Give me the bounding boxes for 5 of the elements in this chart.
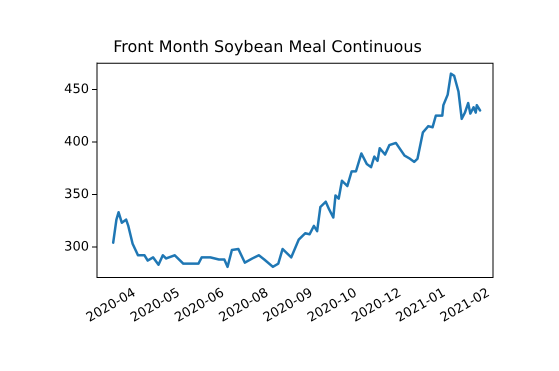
chart-title: Front Month Soybean Meal Continuous — [113, 36, 422, 56]
y-tick-label: 450 — [64, 82, 89, 97]
y-tick-label: 400 — [64, 134, 89, 150]
y-tick-label: 350 — [64, 186, 89, 202]
y-tick-label: 300 — [64, 239, 89, 254]
